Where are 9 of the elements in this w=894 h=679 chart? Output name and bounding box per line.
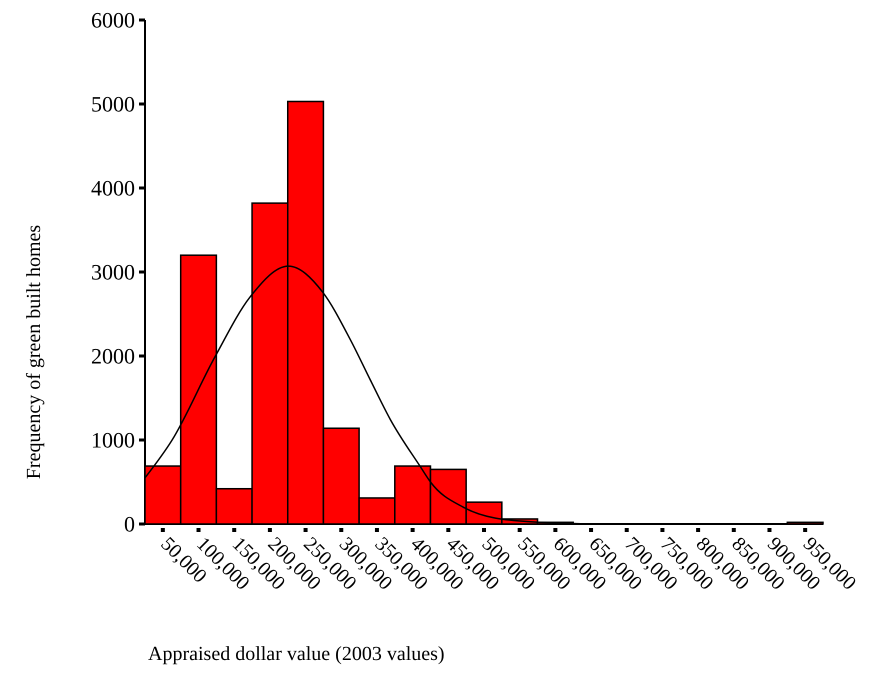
y-tick-label: 2000 [91, 344, 135, 369]
y-axis-title: Frequency of green built homes [23, 224, 45, 480]
x-axis-title: Appraised dollar value (2003 values) [148, 643, 445, 665]
y-tick-label: 3000 [91, 260, 135, 285]
y-tick-label: 4000 [91, 176, 135, 201]
y-tick-label: 0 [124, 512, 135, 537]
y-tick-label: 5000 [91, 92, 135, 117]
y-tick-label: 6000 [91, 8, 135, 33]
y-tick-label: 1000 [91, 428, 135, 453]
